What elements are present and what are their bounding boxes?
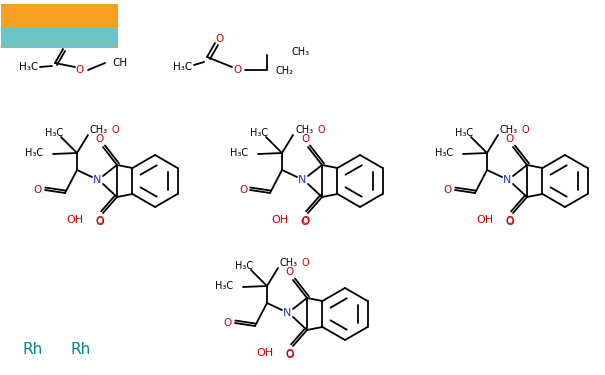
- Text: O: O: [224, 318, 232, 328]
- Text: N: N: [93, 175, 101, 185]
- Text: O: O: [506, 217, 514, 227]
- Text: CH₃: CH₃: [280, 258, 298, 268]
- Text: O: O: [286, 350, 295, 360]
- Text: O: O: [286, 267, 294, 277]
- Text: N: N: [283, 308, 291, 318]
- Text: O: O: [96, 217, 105, 227]
- Text: O: O: [301, 134, 309, 144]
- Text: O: O: [96, 134, 104, 144]
- Text: H₃C: H₃C: [455, 128, 473, 138]
- Text: CH: CH: [112, 58, 127, 68]
- Text: N: N: [503, 175, 511, 185]
- Text: O: O: [96, 216, 104, 226]
- Text: O: O: [112, 125, 120, 135]
- Text: O: O: [215, 34, 223, 44]
- Text: O: O: [444, 185, 452, 195]
- Text: N: N: [298, 175, 306, 185]
- Text: H₃C: H₃C: [45, 128, 63, 138]
- Text: H₃C: H₃C: [25, 148, 43, 158]
- Text: H₃C: H₃C: [435, 148, 453, 158]
- Text: O: O: [506, 216, 514, 226]
- Text: Chem960.com: Chem960.com: [22, 13, 98, 23]
- Text: H₃C: H₃C: [19, 62, 38, 72]
- Text: 960 化工网: 960 化工网: [43, 33, 77, 42]
- Text: CH₃: CH₃: [292, 47, 310, 57]
- Text: O: O: [286, 349, 294, 359]
- Text: O: O: [522, 125, 529, 135]
- Text: O: O: [63, 40, 71, 50]
- Text: H₃C: H₃C: [230, 148, 248, 158]
- Text: O: O: [76, 65, 84, 75]
- Text: H₃C: H₃C: [215, 281, 233, 291]
- Text: O: O: [34, 185, 42, 195]
- Text: O: O: [506, 134, 514, 144]
- Text: Rh: Rh: [70, 342, 90, 357]
- FancyBboxPatch shape: [1, 4, 118, 48]
- Text: CH₃: CH₃: [90, 125, 108, 135]
- Text: C: C: [8, 8, 18, 22]
- Text: O: O: [301, 216, 309, 226]
- Text: OH: OH: [257, 348, 273, 358]
- Bar: [2, 28, 117, 47]
- Text: O: O: [233, 65, 241, 75]
- Text: CH₃: CH₃: [295, 125, 313, 135]
- Text: Rh: Rh: [22, 342, 42, 357]
- Text: O: O: [317, 125, 325, 135]
- Text: CH₂: CH₂: [275, 66, 293, 76]
- Text: OH: OH: [67, 215, 83, 225]
- Text: OH: OH: [272, 215, 289, 225]
- Text: H₃C: H₃C: [250, 128, 268, 138]
- Text: O: O: [302, 258, 310, 268]
- Text: H₃C: H₃C: [235, 261, 253, 271]
- Text: CH₃: CH₃: [500, 125, 518, 135]
- Text: H₃C: H₃C: [173, 62, 192, 72]
- Text: O: O: [239, 185, 247, 195]
- Text: O: O: [301, 217, 309, 227]
- Text: OH: OH: [477, 215, 494, 225]
